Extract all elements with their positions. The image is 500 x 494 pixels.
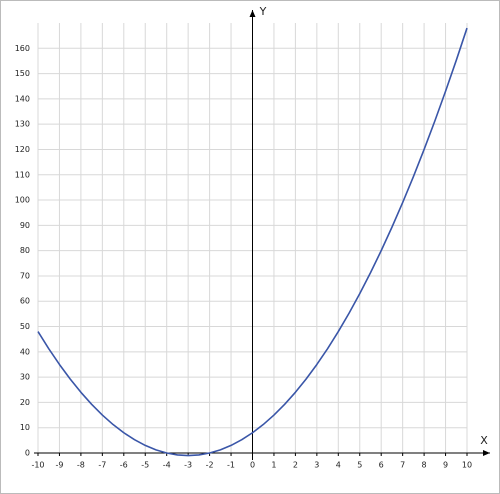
y-tick-label: 0 (25, 449, 30, 458)
x-tick-label: 5 (357, 461, 362, 470)
x-tick-label: -3 (184, 461, 192, 470)
x-tick-label: -8 (77, 461, 85, 470)
x-tick-label: 2 (293, 461, 298, 470)
x-tick-label: 9 (443, 461, 448, 470)
y-tick-label: 100 (15, 196, 30, 205)
x-tick-label: 4 (336, 461, 341, 470)
x-tick-label: 0 (250, 461, 255, 470)
curve (37, 27, 468, 457)
y-tick-label: 140 (15, 94, 30, 103)
y-tick-label: 10 (20, 423, 30, 432)
y-tick-label: 60 (20, 297, 30, 306)
x-tick-label: -7 (98, 461, 106, 470)
x-tick-label: -9 (55, 461, 63, 470)
y-tick-label: 150 (15, 69, 30, 78)
y-tick-label: 30 (20, 373, 30, 382)
x-axis-label: X (480, 434, 488, 447)
x-tick-label: 10 (462, 461, 472, 470)
x-tick-label: -6 (120, 461, 128, 470)
x-tick-label: -5 (141, 461, 149, 470)
y-tick-label: 110 (15, 170, 30, 179)
axes (34, 10, 490, 460)
x-tick-label: 1 (271, 461, 276, 470)
y-tick-label: 120 (15, 145, 30, 154)
y-tick-label: 80 (20, 246, 30, 255)
x-tick-label: -1 (227, 461, 235, 470)
x-tick-label: -2 (206, 461, 214, 470)
x-tick-label: 8 (422, 461, 427, 470)
x-axis-arrow (483, 450, 490, 456)
y-tick-label: 40 (20, 347, 30, 356)
x-tick-label: 6 (379, 461, 384, 470)
y-axis-arrow (249, 10, 256, 17)
y-tick-label: 20 (20, 398, 30, 407)
y-tick-label: 90 (20, 221, 30, 230)
y-axis-label: Y (259, 5, 267, 18)
x-tick-label: 7 (400, 461, 405, 470)
y-tick-label: 130 (15, 120, 30, 129)
x-tick-label: -10 (31, 461, 44, 470)
y-tick-label: 160 (15, 44, 30, 53)
y-tick-label: 70 (20, 271, 30, 280)
y-tick-label: 50 (20, 322, 30, 331)
x-tick-label: 3 (314, 461, 319, 470)
x-tick-label: -4 (163, 461, 171, 470)
